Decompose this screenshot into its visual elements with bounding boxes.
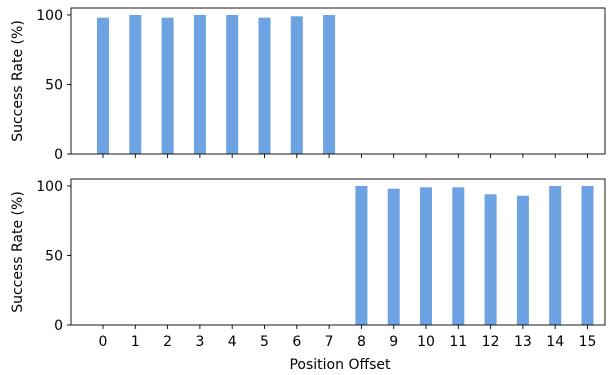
bar-9 — [387, 188, 400, 325]
bar-13 — [516, 195, 529, 325]
bar-7 — [323, 15, 336, 154]
bar-5 — [258, 17, 271, 155]
x-tick-label: 0 — [99, 334, 108, 350]
bar-11 — [452, 187, 465, 325]
x-tick-label: 9 — [389, 334, 398, 350]
x-tick-label: 7 — [325, 334, 334, 350]
y-axis-label: Success Rate (%) — [10, 191, 26, 313]
axes-frame — [70, 7, 606, 155]
bar-6 — [290, 16, 303, 154]
x-tick-label: 8 — [357, 334, 366, 350]
y-tick-label: 100 — [36, 179, 63, 195]
y-tick-label: 100 — [36, 8, 63, 24]
x-tick-label: 15 — [579, 334, 597, 350]
bar-2 — [161, 17, 174, 155]
x-tick-label: 14 — [546, 334, 564, 350]
x-tick-label: 3 — [195, 334, 204, 350]
x-tick-label: 11 — [449, 334, 467, 350]
bar-1 — [129, 15, 142, 154]
bar-3 — [193, 15, 206, 154]
y-axis-label: Success Rate (%) — [10, 20, 26, 142]
x-tick-label: 12 — [482, 334, 500, 350]
y-tick-label: 50 — [45, 248, 63, 264]
bar-8 — [355, 186, 368, 325]
axes-frame — [70, 178, 606, 326]
x-tick-label: 5 — [260, 334, 269, 350]
bar-10 — [420, 187, 432, 325]
bar-0 — [97, 17, 109, 155]
x-tick-label: 10 — [417, 334, 435, 350]
x-tick-label: 2 — [163, 334, 172, 350]
y-tick-label: 0 — [54, 147, 63, 163]
y-tick-label: 0 — [54, 318, 63, 334]
bar-12 — [484, 194, 497, 325]
x-tick-label: 13 — [514, 334, 532, 350]
x-tick-label: 1 — [131, 334, 140, 350]
bar-4 — [226, 15, 239, 154]
bar-14 — [549, 186, 562, 325]
top-panel: 0 50 100 Success Rate (%) — [10, 7, 606, 163]
x-tick-label: 4 — [228, 334, 237, 350]
y-tick-label: 50 — [45, 77, 63, 93]
bar-15 — [581, 186, 594, 325]
x-axis-label: Position Offset — [289, 357, 391, 373]
x-tick-label: 6 — [292, 334, 301, 350]
